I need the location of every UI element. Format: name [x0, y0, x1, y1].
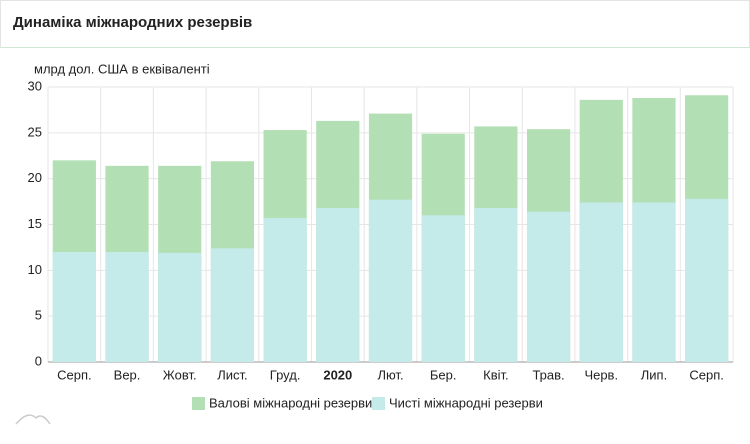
bar [263, 218, 307, 362]
legend-label: Чисті міжнародні резерви [389, 395, 543, 410]
legend-label: Валові міжнародні резерви [209, 395, 372, 410]
bar [368, 199, 413, 362]
legend-swatch [192, 397, 205, 410]
x-tick-label: Серп. [689, 367, 724, 382]
logo [15, 414, 51, 425]
bar [685, 198, 729, 362]
y-tick-label: 25 [28, 124, 42, 139]
x-tick-label: Вер. [114, 367, 141, 382]
y-tick-label: 15 [28, 216, 42, 231]
x-tick-label: Жовт. [163, 367, 197, 382]
x-tick-label: Серп. [57, 367, 92, 382]
chart-title: Динаміка міжнародних резервів [13, 14, 253, 31]
y-tick-label: 0 [35, 353, 42, 368]
x-tick-label: Лист. [217, 367, 247, 382]
bar [421, 215, 465, 362]
y-tick-label: 10 [28, 262, 42, 277]
x-tick-label: Трав. [532, 367, 564, 382]
x-tick-label: Бер. [430, 367, 457, 382]
y-axis-label: млрд дол. США в еквіваленті [34, 61, 210, 76]
bar [52, 252, 96, 362]
bar [579, 202, 623, 362]
x-tick-label: Груд. [270, 367, 301, 382]
x-tick-label: 2020 [323, 367, 352, 382]
header: Динаміка міжнародних резервів [0, 0, 750, 48]
y-tick-label: 20 [28, 170, 42, 185]
bar [210, 248, 255, 362]
x-tick-label: Черв. [584, 367, 618, 382]
y-tick-label: 5 [35, 308, 42, 323]
bar [158, 252, 202, 362]
bar [526, 211, 571, 362]
bar [632, 202, 676, 362]
x-tick-label: Квіт. [483, 367, 509, 382]
bar [316, 208, 360, 362]
x-tick-label: Лют. [377, 367, 403, 382]
bar [105, 252, 149, 362]
legend-swatch [372, 397, 385, 410]
bar [474, 208, 518, 362]
y-tick-label: 30 [28, 78, 42, 93]
x-tick-label: Лип. [641, 367, 667, 382]
